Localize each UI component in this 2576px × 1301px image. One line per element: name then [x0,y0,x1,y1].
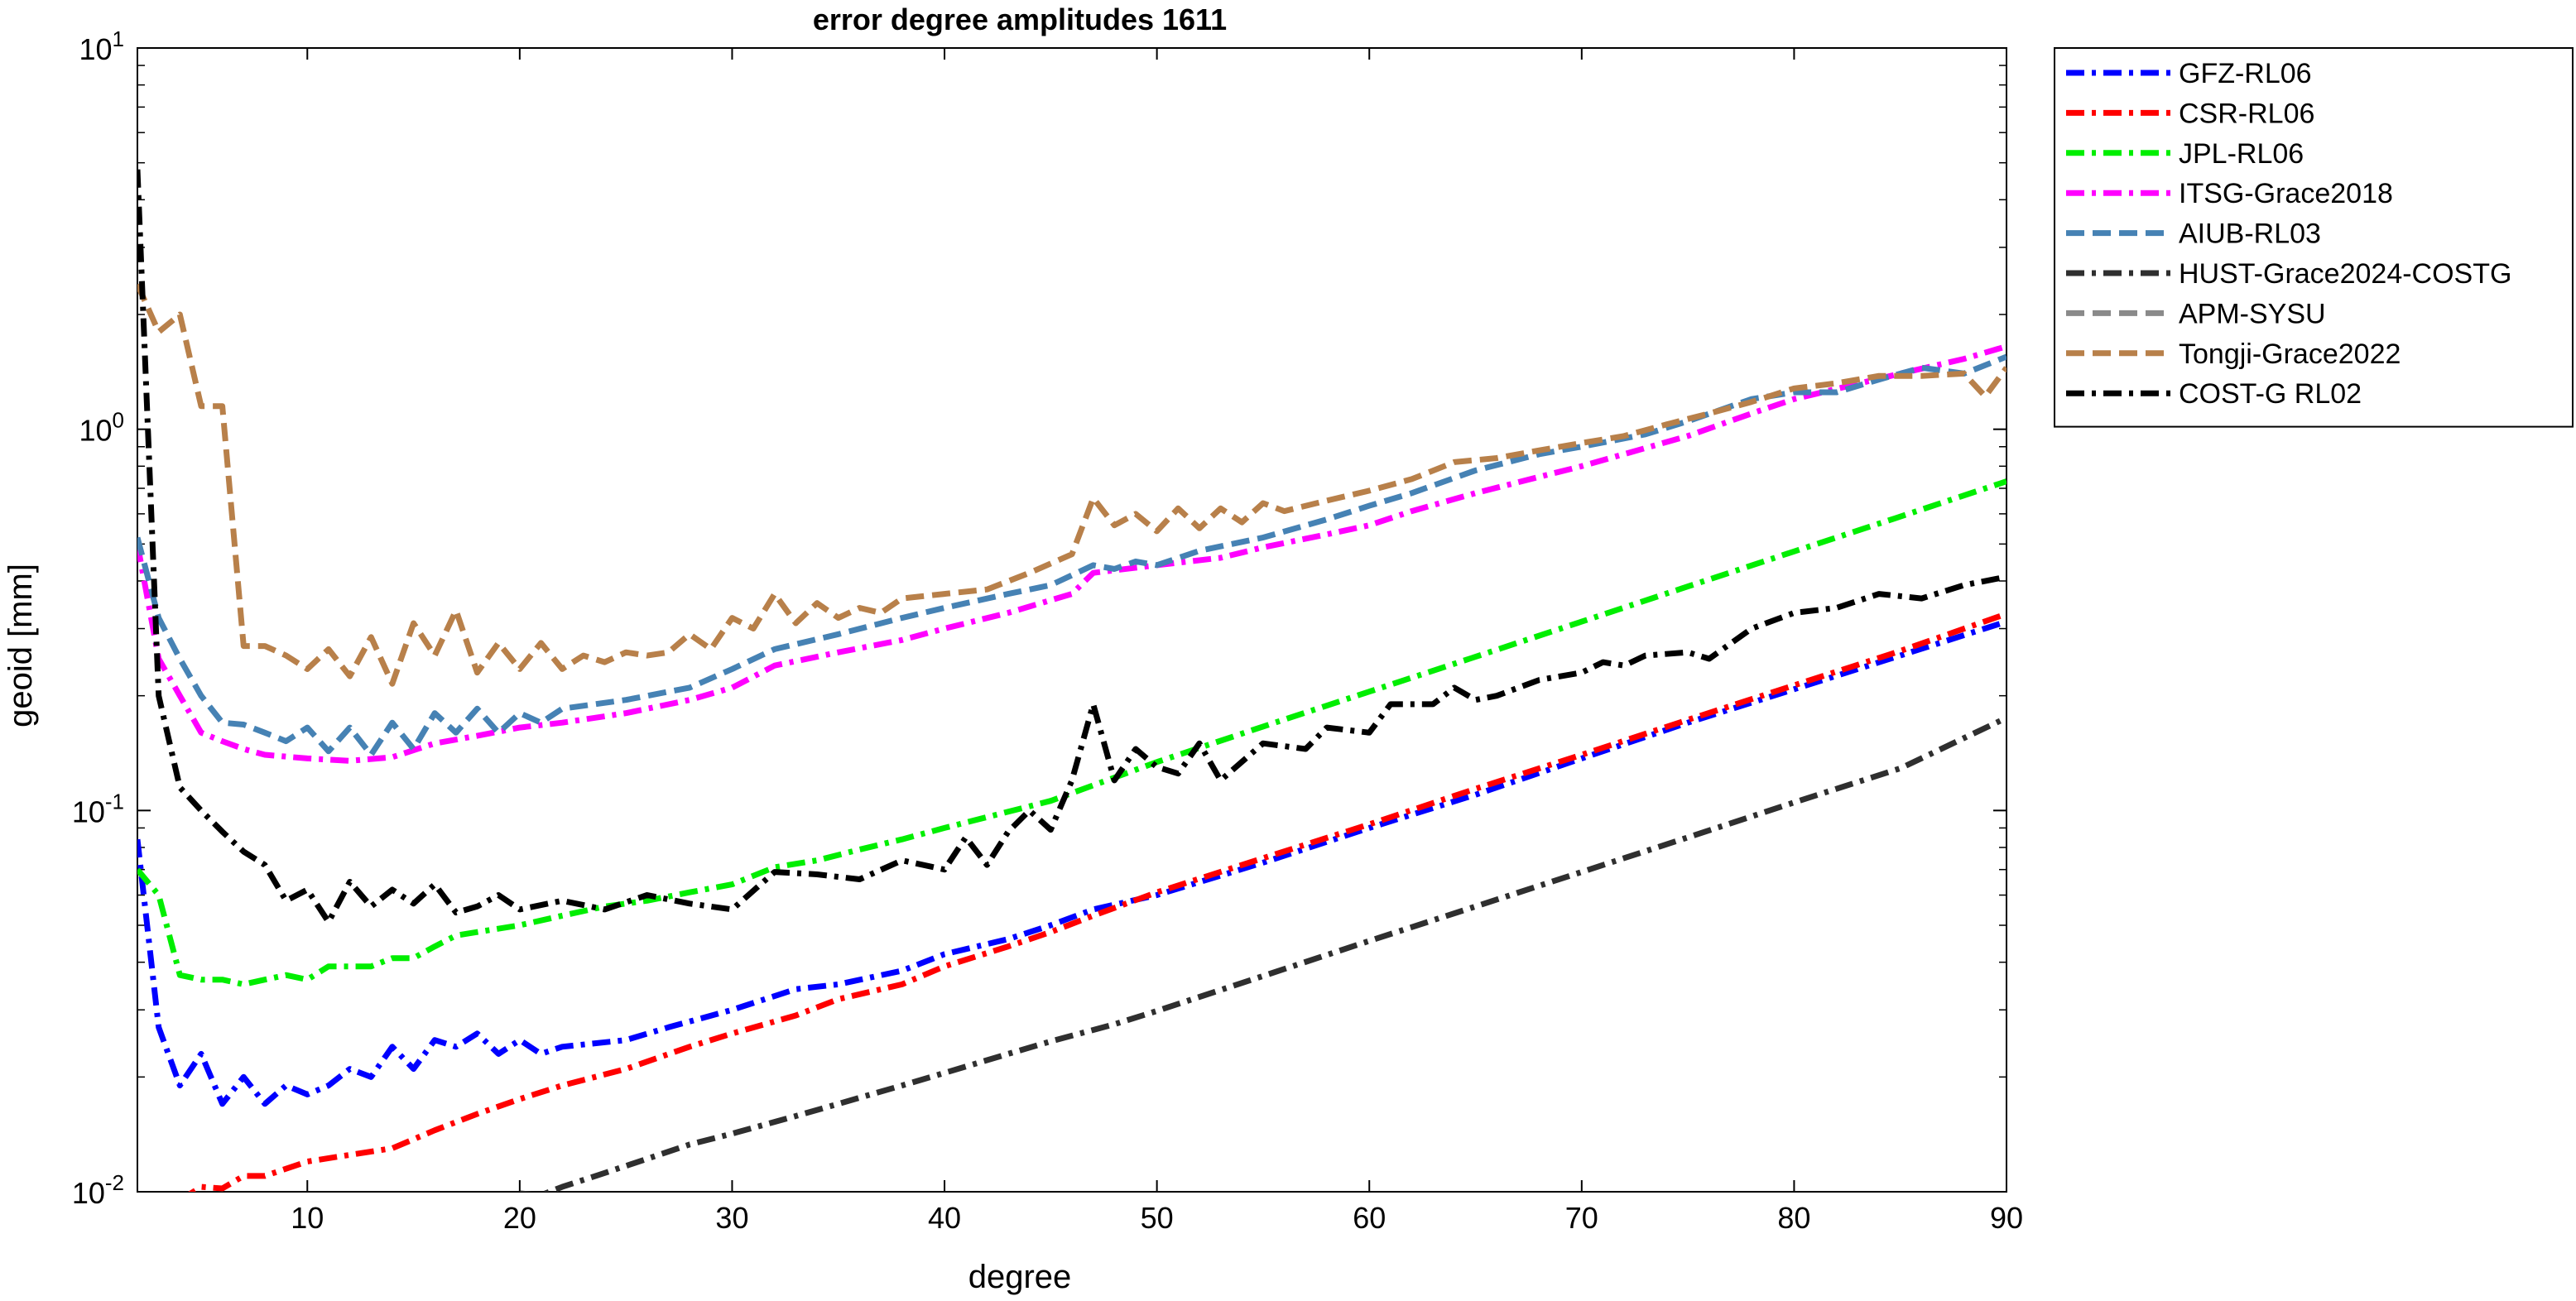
plot-area: 10 20 30 40 50 60 70 80 90 10-2 10-1 100 101 [72,26,2023,1235]
x-tick-label: 90 [1990,1201,2023,1235]
legend-item: CSR-RL06 [2066,98,2314,129]
x-tick-label: 80 [1777,1201,1810,1235]
legend-label: APM-SYSU [2179,298,2326,329]
legend-label: JPL-RL06 [2179,138,2304,170]
x-tick-label: 10 [291,1201,324,1235]
x-tick-label: 40 [928,1201,961,1235]
y-axis-label: geoid [mm] [2,564,39,727]
legend-label: Tongji-Grace2022 [2179,338,2401,370]
y-tick-label: 10-1 [72,789,124,828]
chart-title: error degree amplitudes 1611 [813,2,1227,36]
legend-item: GFZ-RL06 [2066,58,2312,89]
legend-item: Tongji-Grace2022 [2066,338,2401,370]
x-tick-label: 70 [1565,1201,1598,1235]
legend-label: AIUB-RL03 [2179,218,2321,250]
legend-item: AIUB-RL03 [2066,218,2321,250]
series-line [137,283,2006,687]
y-tick-label: 100 [79,408,124,448]
series-line [137,169,2006,925]
series-line [137,478,2006,987]
legend-item: JPL-RL06 [2066,138,2304,170]
x-tick-label: 20 [503,1201,536,1235]
legend-label: COST-G RL02 [2179,378,2362,410]
legend-label: ITSG-Grace2018 [2179,178,2393,209]
legend-item: COST-G RL02 [2066,378,2362,410]
x-axis-label: degree [968,1259,1072,1295]
series-lines [137,169,2006,1192]
x-tick-label: 60 [1353,1201,1386,1235]
x-tick-label: 50 [1141,1201,1174,1235]
legend-item: APM-SYSU [2066,298,2326,329]
legend-label: GFZ-RL06 [2179,58,2312,89]
series-line [137,343,2006,764]
legend-item: HUST-Grace2024-COSTG [2066,258,2511,290]
series-line [188,611,2006,1192]
legend-item: ITSG-Grace2018 [2066,178,2393,209]
y-tick-label: 10-2 [72,1170,124,1210]
series-line [137,618,2006,1107]
axes-box [137,47,2007,1193]
legend: GFZ-RL06 CSR-RL06 JPL-RL06 ITSG-Grace2018 AI… [2054,47,2574,428]
series-line [520,715,2006,1192]
legend-label: CSR-RL06 [2179,98,2314,129]
x-tick-label: 30 [715,1201,748,1235]
legend-label: HUST-Grace2024-COSTG [2179,258,2511,290]
y-tick-label: 101 [79,26,124,66]
